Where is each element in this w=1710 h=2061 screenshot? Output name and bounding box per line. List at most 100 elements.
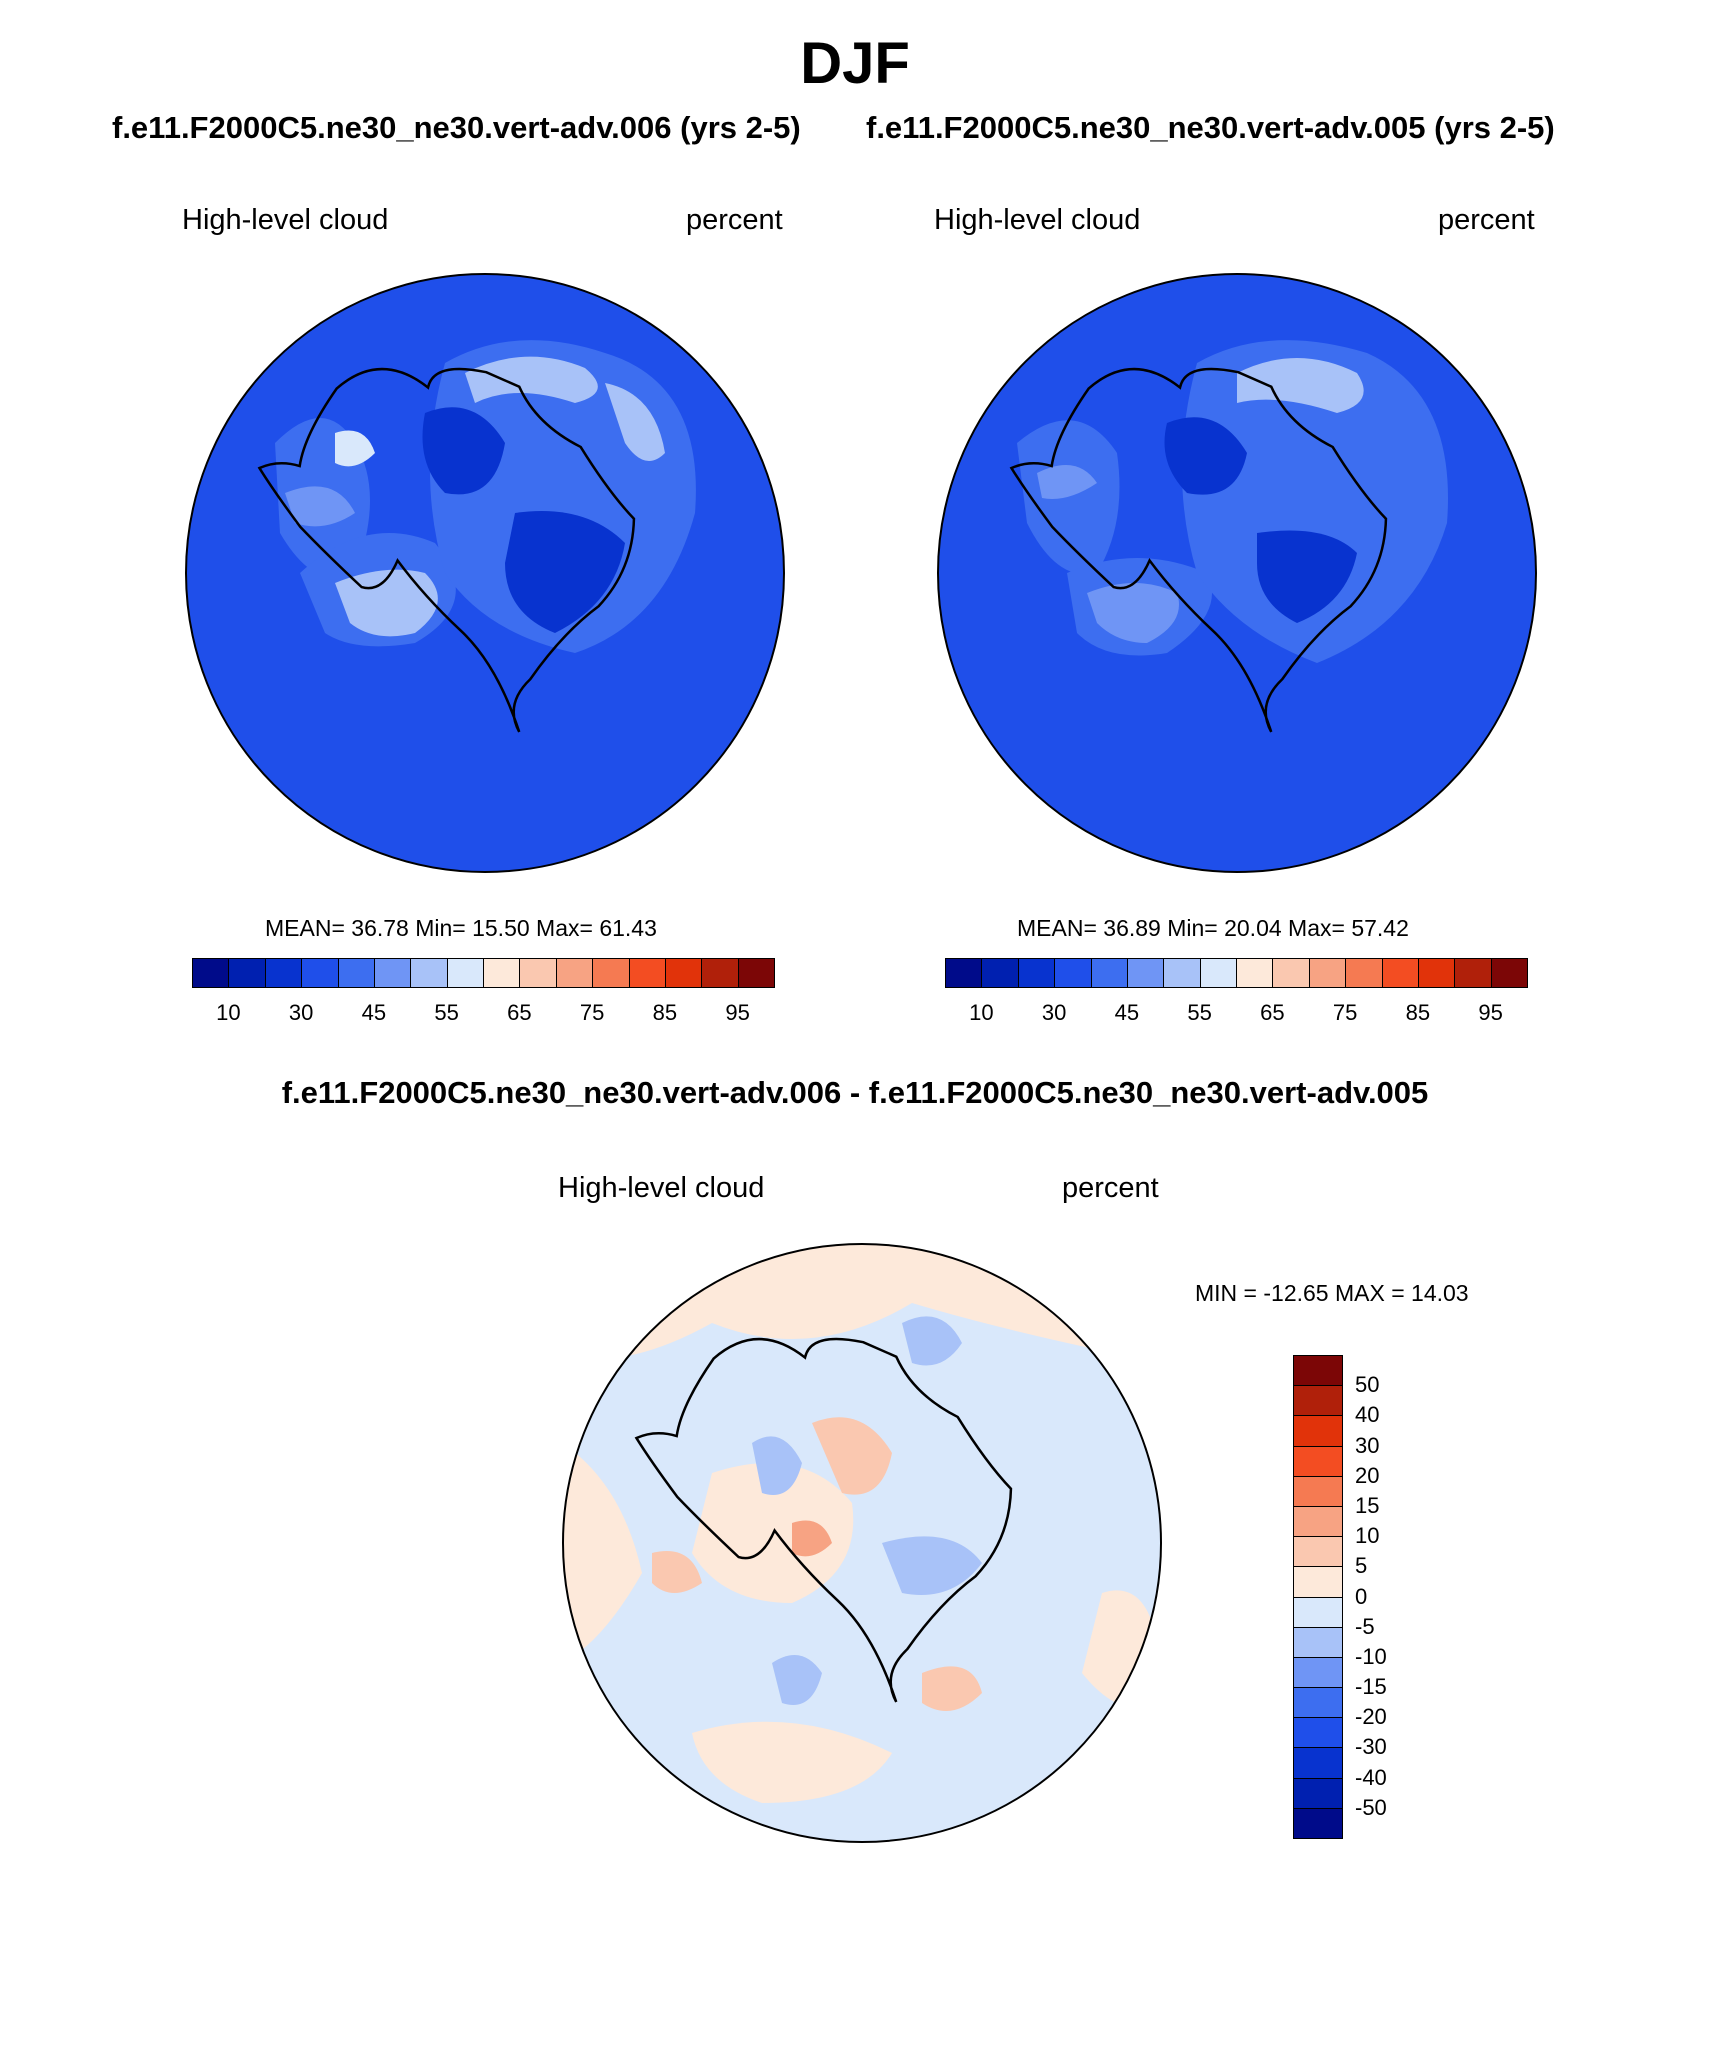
diff-colorbar-swatch [1293,1415,1343,1447]
panel1-colorbar-swatch [410,958,448,988]
panel1-coastline [257,367,636,733]
panel1-colorbar-labels: 10 30 45 55 65 75 85 95 [192,1000,774,1030]
panel2-colorbar-swatch [1345,958,1383,988]
diff-colorbar-tick-label: 15 [1355,1492,1380,1518]
diff-coastline [634,1337,1013,1703]
panel2-colorbar-swatch [1454,958,1492,988]
panel2-colorbar-tick-label: 10 [969,1000,994,1025]
panel2-colorbar-tick-label: 55 [1187,1000,1212,1025]
panel2-colorbar-swatch [1272,958,1310,988]
panel1-colorbar-swatch [301,958,339,988]
diff-colorbar-swatch [1293,1807,1343,1839]
panel2-colorbar-swatch [945,958,983,988]
diff-map-border [562,1243,1162,1843]
diff-colorbar-tick-label: -40 [1355,1764,1387,1790]
panel1-colorbar-swatch [592,958,630,988]
diff-region [882,1536,982,1595]
panel1-units-label: percent [686,204,783,236]
panel1-map-border [185,273,785,873]
diff-colorbar-swatch [1293,1717,1343,1749]
panel1-colorbar-swatch [664,958,703,988]
panel2-colorbar-swatch [1490,958,1528,988]
panel1-colorbar-tick-label: 75 [579,1000,605,1025]
panel1-colorbar-swatch [737,958,775,988]
panel2-coastline [1009,367,1388,733]
subtitle-right: f.e11.F2000C5.ne30_ne30.vert-adv.005 (yr… [866,110,1555,145]
panel2-colorbar-tick-label: 30 [1041,1000,1067,1025]
diff-map-background [563,1244,1161,1842]
panel1-colorbar-swatch [264,958,303,988]
diff-colorbar-swatch [1293,1445,1343,1477]
diff-region [652,1551,702,1593]
panel2-variable-label: High-level cloud [934,204,1141,236]
panel1-colorbar-tick-label: 30 [288,1000,314,1025]
panel1-region [465,356,598,403]
panel2-colorbar-swatch [1090,958,1128,988]
diff-colorbar-tick-label: 5 [1355,1553,1368,1579]
diff-region [792,1520,832,1557]
diff-colorbar-swatch [1293,1505,1343,1538]
panel1-colorbar-tick-label: 65 [507,1000,532,1025]
diff-colorbar-tick-label: -20 [1355,1704,1387,1730]
diff-region [922,1666,982,1711]
panel1-region [335,430,375,467]
panel1-colorbar-swatch [555,958,594,988]
diff-region [752,1436,802,1495]
diff-colorbar-swatch [1293,1777,1343,1809]
panel2-colorbar-swatch [1199,958,1237,988]
panel2-polar-map [937,273,1537,873]
diff-colorbar-swatch [1293,1385,1343,1417]
diff-region [772,1655,822,1705]
difference-title: f.e11.F2000C5.ne30_ne30.vert-adv.006 - f… [281,1075,1429,1110]
diff-colorbar-swatch [1293,1626,1343,1658]
diff-colorbar-tick-label: 40 [1355,1402,1380,1428]
panel2-stats: MEAN= 36.89 Min= 20.04 Max= 57.42 [1017,915,1409,941]
subtitle-left: f.e11.F2000C5.ne30_ne30.vert-adv.006 (yr… [112,110,801,145]
diff-colorbar-labels: 50 40 30 20 15 10 5 0 -5 -10 -15 -20 -30 -40 -50 [1355,1355,1435,1838]
panel1-region [605,383,665,461]
panel2-colorbar-swatch [1236,958,1274,988]
panel1-colorbar-swatch [446,958,484,988]
panel2-colorbar-swatch [1054,958,1092,988]
panel2-colorbar-swatch [1163,958,1201,988]
panel1-colorbar-swatch [373,958,412,988]
panel2-colorbar-swatch [1308,958,1347,988]
diff-colorbar-tick-label: -30 [1355,1734,1387,1760]
panel2-region [1037,465,1097,499]
diff-colorbar-tick-label: 20 [1355,1462,1380,1488]
panel1-region [285,486,355,527]
panel1-region [505,511,625,633]
panel1-region [422,407,505,495]
diff-polar-map [562,1243,1162,1843]
diff-colorbar-tick-label: -50 [1355,1794,1387,1820]
diff-colorbar-tick-label: 30 [1355,1432,1380,1458]
panel1-colorbar-swatch [628,958,666,988]
diff-colorbar-tick-label: -5 [1355,1613,1375,1639]
panel1-variable-label: High-level cloud [182,204,389,236]
panel1-colorbar-tick-label: 10 [216,1000,241,1025]
panel2-region [1164,417,1247,495]
panel1-colorbar-swatch [483,958,521,988]
diff-colorbar-tick-label: -15 [1355,1674,1387,1700]
panel1-colorbar [192,958,775,988]
panel2-colorbar-tick-label: 95 [1478,1000,1503,1025]
diff-region [563,1443,642,1663]
panel2-colorbar-tick-label: 75 [1332,1000,1358,1025]
diff-stats: MIN = -12.65 MAX = 14.03 [1195,1280,1469,1306]
panel2-colorbar [945,958,1528,988]
diff-colorbar-swatch [1293,1475,1343,1507]
panel2-colorbar-swatch [1417,958,1456,988]
panel2-region [1087,583,1179,643]
diff-colorbar-swatch [1293,1747,1343,1779]
panel2-region [1017,420,1120,575]
panel2-colorbar-tick-label: 65 [1260,1000,1285,1025]
panel2-colorbar-labels: 10 30 45 55 65 75 85 95 [945,1000,1527,1030]
panel2-region [1237,358,1364,413]
panel1-colorbar-swatch [337,958,375,988]
diff-region [902,1316,962,1366]
panel1-colorbar-swatch [519,958,557,988]
panel2-colorbar-swatch [981,958,1019,988]
panel1-polar-map [185,273,785,873]
panel1-colorbar-swatch [192,958,230,988]
panel2-colorbar-swatch [1017,958,1056,988]
